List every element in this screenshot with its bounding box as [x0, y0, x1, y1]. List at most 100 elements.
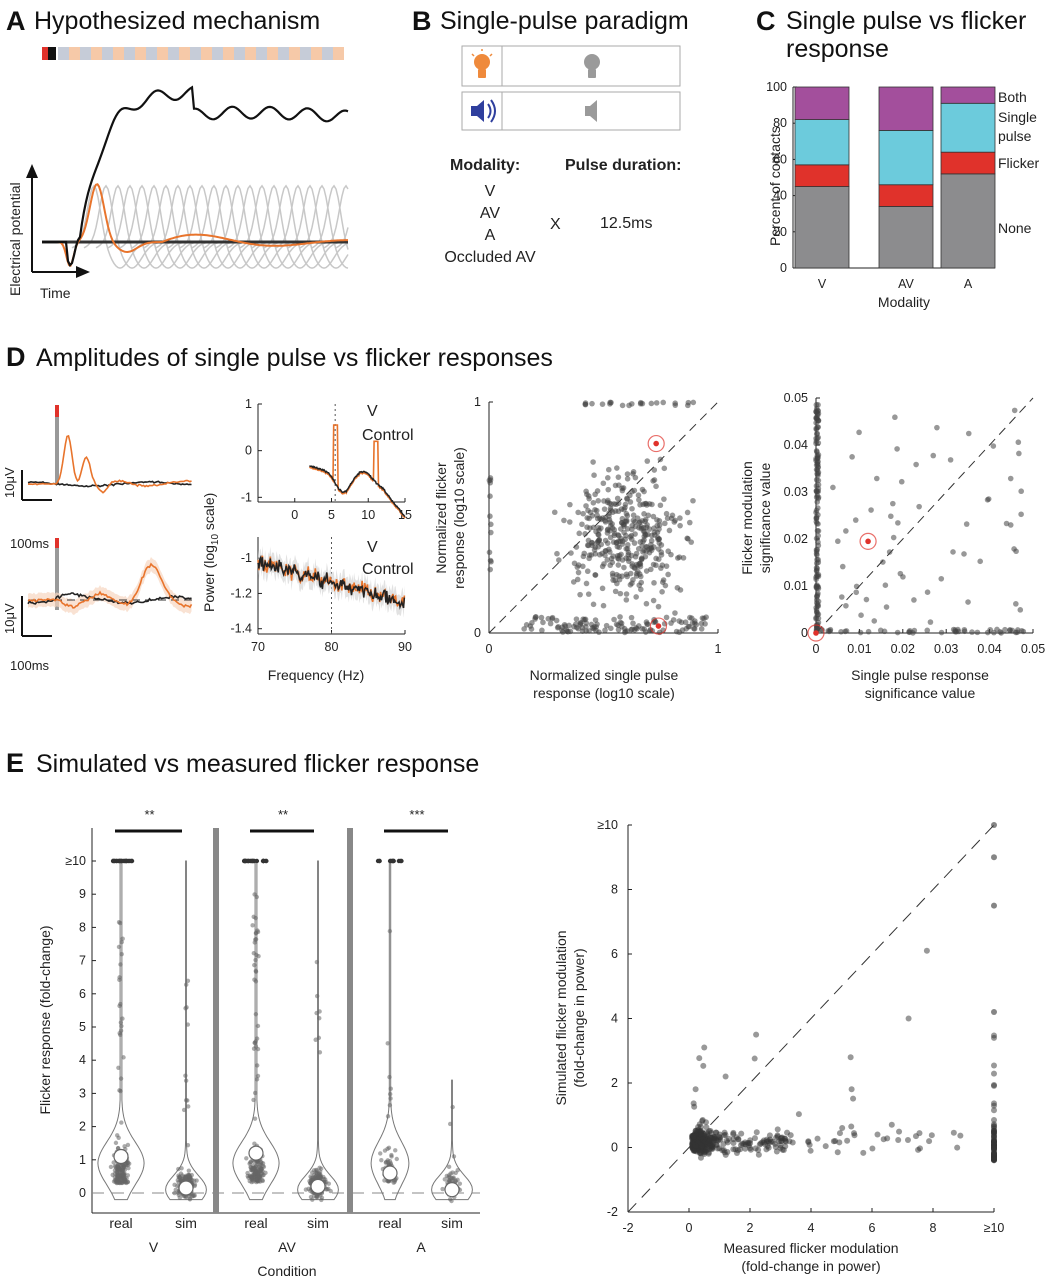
- scatter-point: [895, 520, 901, 526]
- violin-point: [255, 1073, 261, 1079]
- scatter-point: [643, 619, 650, 625]
- violin-y-tick-label: 0: [79, 1186, 86, 1200]
- scatter-point: [763, 1146, 770, 1153]
- c-category-label: A: [964, 277, 973, 291]
- c-legend-entry: Flicker: [998, 155, 1040, 171]
- scatter-point: [813, 550, 820, 557]
- bar-segment: [878, 86, 934, 131]
- a-xlabel: Time: [40, 285, 71, 301]
- scatter-point: [576, 530, 583, 537]
- scatter-point: [664, 515, 671, 522]
- violin-point: [254, 894, 260, 900]
- scatter-y-tick-label: 0: [611, 1141, 618, 1155]
- violin-point: [179, 1166, 184, 1171]
- strip-segment: [245, 47, 256, 60]
- scatter-point: [636, 524, 642, 531]
- violin-point: [252, 1090, 258, 1096]
- scatter-point: [577, 591, 583, 598]
- scatter-point: [965, 599, 971, 605]
- bar-segment: [940, 173, 996, 269]
- scatter-point: [813, 509, 819, 516]
- violin-point: [120, 1170, 125, 1175]
- scatter-point: [813, 420, 819, 426]
- violin-point: [314, 959, 320, 965]
- highlight-point: [653, 440, 659, 447]
- group-separator: [347, 828, 353, 1213]
- scatter-point: [629, 626, 635, 633]
- scatter-point: [780, 1146, 787, 1153]
- scatter-point: [984, 629, 991, 636]
- scatter-point: [588, 539, 595, 546]
- scatter-point: [653, 483, 659, 490]
- scatter-point: [934, 424, 940, 431]
- psd-control-trace: [309, 465, 406, 518]
- violin-point: [251, 1097, 256, 1103]
- scatter-point: [814, 592, 821, 598]
- violin-point: [245, 1173, 250, 1179]
- scatter-point: [844, 1137, 851, 1144]
- pulse-duration-value: 12.5ms: [600, 215, 652, 232]
- scatter-point: [619, 402, 626, 409]
- significance-scatter: 0 0.01 0.02 0.03 0.04 0.05 0 0.01 0.02 0.03 0.04 0.…: [739, 391, 1045, 701]
- scatter-point: [487, 493, 493, 499]
- scatter-point: [1015, 439, 1022, 446]
- scatter-point: [1007, 475, 1014, 482]
- scatter-xlabel-line2: response (log10 scale): [533, 685, 675, 701]
- violin-point: [118, 962, 123, 967]
- simulated-response-trace: [287, 184, 349, 269]
- scatter-point: [613, 571, 620, 578]
- identity-line: [488, 401, 719, 634]
- scatter-point: [601, 498, 607, 504]
- scatter-x-tick-label: 0: [486, 642, 493, 656]
- scatter-point: [676, 554, 683, 560]
- violin-point: [125, 1142, 131, 1148]
- violin-point: [253, 1039, 258, 1044]
- violin-point: [124, 1176, 129, 1181]
- v-confidence-band: [28, 557, 192, 615]
- scatter-point: [645, 531, 651, 538]
- strip-segment: [201, 47, 212, 60]
- scatter-point: [665, 571, 671, 578]
- strip-segment: [124, 47, 135, 60]
- bulb-off-icon: [584, 54, 600, 78]
- scatter-point: [865, 628, 872, 635]
- scatter-point: [621, 564, 627, 571]
- scatter-point: [848, 1123, 855, 1130]
- scatter-point: [699, 615, 706, 621]
- scatter-ylabel-line1: Normalized flicker: [433, 462, 449, 574]
- scatter-point: [813, 455, 819, 462]
- strip-segment: [135, 47, 146, 60]
- scatter-point: [805, 1139, 812, 1146]
- scatter-point: [848, 1086, 855, 1093]
- scatter-x-tick-label: 0: [686, 1221, 693, 1235]
- violin-point: [114, 1169, 119, 1175]
- significance-stars: **: [278, 807, 288, 822]
- significance-stars: ***: [409, 807, 424, 822]
- violin-point: [255, 1063, 260, 1068]
- panel-a-title: Hypothesized mechanism: [34, 7, 320, 35]
- violin-point: [255, 1171, 261, 1176]
- scatter-point: [612, 577, 618, 584]
- scatter-point: [589, 400, 595, 407]
- violin-point: [108, 1164, 114, 1170]
- scatter-point: [583, 503, 589, 509]
- scatter-point: [560, 629, 566, 635]
- scatter-point: [583, 580, 590, 587]
- scatter-point: [756, 1141, 763, 1148]
- scatter-point: [553, 617, 560, 624]
- violin-y-tick-label: 2: [79, 1120, 86, 1134]
- violin-point: [116, 1065, 121, 1070]
- scatter-point: [611, 616, 617, 623]
- violin-point: [113, 1140, 119, 1146]
- scatter-point: [836, 1130, 843, 1137]
- scatter-point: [582, 531, 588, 537]
- panel-c-letter: C: [756, 6, 776, 36]
- scatter-point: [630, 512, 637, 519]
- violin-point: [244, 1156, 249, 1161]
- scatter-x-tick-label: 6: [869, 1221, 876, 1235]
- violin-point: [187, 1174, 192, 1179]
- scatter-point: [813, 435, 819, 442]
- scatter-point: [566, 519, 573, 525]
- scatter-point: [529, 620, 535, 626]
- scatter-point: [650, 597, 657, 604]
